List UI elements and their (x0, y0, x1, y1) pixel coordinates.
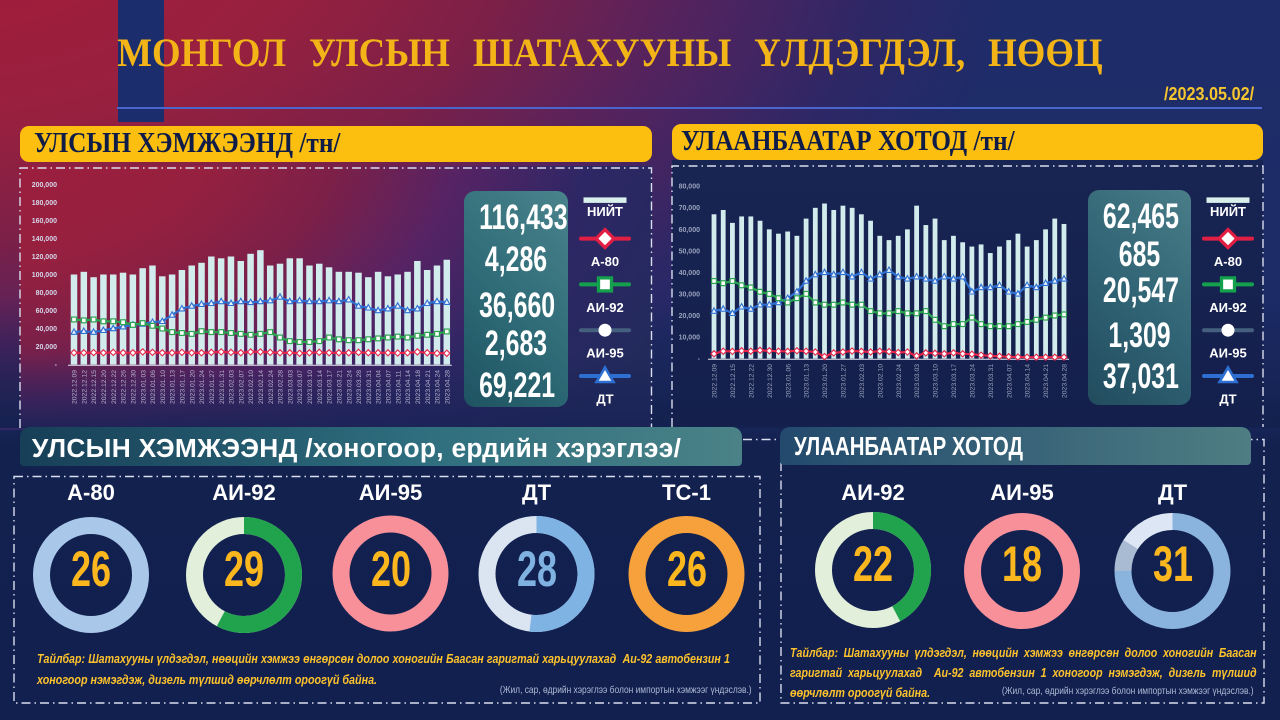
svg-text:2023.03.28: 2023.03.28 (356, 370, 363, 404)
svg-text:2023.02.10: 2023.02.10 (877, 364, 884, 398)
svg-text:2023.03.21: 2023.03.21 (337, 370, 344, 404)
svg-text:2022.12.09: 2022.12.09 (72, 370, 79, 404)
svg-text:2023.04.18: 2023.04.18 (415, 370, 422, 404)
svg-text:2023.01.31: 2023.01.31 (219, 370, 226, 404)
svg-text:ДТ: ДТ (596, 392, 613, 407)
svg-text:2023.01.06: 2023.01.06 (785, 364, 792, 398)
svg-text:2023.02.07: 2023.02.07 (238, 370, 245, 404)
svg-text:100,000: 100,000 (32, 272, 57, 279)
svg-text:50,000: 50,000 (679, 248, 701, 255)
svg-text:80,000: 80,000 (679, 184, 701, 191)
svg-text:2023.04.07: 2023.04.07 (1006, 364, 1013, 398)
svg-text:2023.01.20: 2023.01.20 (189, 370, 196, 404)
svg-text:НИЙТ: НИЙТ (1210, 204, 1246, 219)
svg-text:40,000: 40,000 (36, 326, 58, 333)
svg-text:2023.03.24: 2023.03.24 (970, 364, 977, 398)
svg-text:20,000: 20,000 (679, 313, 701, 320)
svg-text:2022.12.20: 2022.12.20 (101, 370, 108, 404)
svg-text:60,000: 60,000 (679, 227, 701, 234)
svg-text:2023.04.21: 2023.04.21 (425, 370, 432, 404)
svg-text:НИЙТ: НИЙТ (587, 204, 623, 219)
svg-text:80,000: 80,000 (36, 290, 58, 297)
svg-text:2023.02.24: 2023.02.24 (268, 370, 275, 404)
svg-text:60,000: 60,000 (36, 308, 58, 315)
svg-text:2023.02.28: 2023.02.28 (278, 370, 285, 404)
svg-text:2023.04.04: 2023.04.04 (376, 370, 383, 404)
svg-text:180,000: 180,000 (32, 200, 57, 207)
svg-text:2023.02.14: 2023.02.14 (258, 370, 265, 404)
svg-text:2023.04.21: 2023.04.21 (1043, 364, 1050, 398)
svg-text:200,000: 200,000 (32, 182, 57, 189)
svg-text:2023.04.28: 2023.04.28 (1062, 364, 1069, 398)
svg-text:2023.03.10: 2023.03.10 (933, 364, 940, 398)
svg-text:2023.01.27: 2023.01.27 (841, 364, 848, 398)
svg-text:2023.01.17: 2023.01.17 (180, 370, 187, 404)
svg-text:2022.12.26: 2022.12.26 (121, 370, 128, 404)
svg-text:2022.12.30: 2022.12.30 (131, 370, 138, 404)
svg-text:2023.01.13: 2023.01.13 (170, 370, 177, 404)
svg-text:120,000: 120,000 (32, 254, 57, 261)
svg-text:АИ-95: АИ-95 (586, 346, 624, 361)
svg-text:-: - (698, 356, 701, 363)
svg-text:2023.03.17: 2023.03.17 (951, 364, 958, 398)
svg-text:2022.12.15: 2022.12.15 (730, 364, 737, 398)
svg-text:2023.04.14: 2023.04.14 (1025, 364, 1032, 398)
svg-text:А-80: А-80 (1214, 254, 1242, 269)
svg-text:2023.01.06: 2023.01.06 (150, 370, 157, 404)
svg-text:2023.04.11: 2023.04.11 (395, 370, 402, 404)
svg-text:2023.03.24: 2023.03.24 (346, 370, 353, 404)
svg-text:2023.01.20: 2023.01.20 (822, 364, 829, 398)
svg-text:2023.01.10: 2023.01.10 (160, 370, 167, 404)
svg-text:2023.04.24: 2023.04.24 (435, 370, 442, 404)
svg-text:160,000: 160,000 (32, 218, 57, 225)
svg-text:20,000: 20,000 (36, 344, 58, 351)
svg-text:2023.02.10: 2023.02.10 (248, 370, 255, 404)
svg-text:2022.12.15: 2022.12.15 (91, 370, 98, 404)
svg-text:2023.01.24: 2023.01.24 (199, 370, 206, 404)
svg-text:2022.12.22: 2022.12.22 (111, 370, 118, 404)
svg-text:2023.03.31: 2023.03.31 (988, 364, 995, 398)
svg-text:АИ-92: АИ-92 (586, 300, 624, 315)
svg-text:2023.03.31: 2023.03.31 (366, 370, 373, 404)
svg-text:30,000: 30,000 (679, 291, 701, 298)
svg-text:40,000: 40,000 (679, 270, 701, 277)
svg-text:2023.04.14: 2023.04.14 (405, 370, 412, 404)
svg-text:2023.03.17: 2023.03.17 (327, 370, 334, 404)
svg-text:А-80: А-80 (591, 254, 619, 269)
svg-text:2023.01.13: 2023.01.13 (804, 364, 811, 398)
svg-text:АИ-92: АИ-92 (1209, 300, 1247, 315)
svg-text:ДТ: ДТ (1219, 392, 1236, 407)
svg-text:2023.04.07: 2023.04.07 (386, 370, 393, 404)
svg-text:140,000: 140,000 (32, 236, 57, 243)
svg-text:2023.01.03: 2023.01.03 (140, 370, 147, 404)
svg-text:2023.04.28: 2023.04.28 (444, 370, 451, 404)
svg-text:70,000: 70,000 (679, 205, 701, 212)
svg-text:10,000: 10,000 (679, 334, 701, 341)
svg-text:2023.02.03: 2023.02.03 (229, 370, 236, 404)
svg-text:2023.03.14: 2023.03.14 (317, 370, 324, 404)
svg-text:2023.01.27: 2023.01.27 (209, 370, 216, 404)
svg-text:2022.12.30: 2022.12.30 (767, 364, 774, 398)
svg-text:2022.12.12: 2022.12.12 (81, 370, 88, 404)
svg-text:2023.03.03: 2023.03.03 (287, 370, 294, 404)
svg-text:2023.02.24: 2023.02.24 (896, 364, 903, 398)
svg-text:-: - (55, 362, 58, 369)
svg-text:АИ-95: АИ-95 (1209, 346, 1247, 361)
svg-text:2023.03.07: 2023.03.07 (297, 370, 304, 404)
svg-text:2022.12.09: 2022.12.09 (712, 364, 719, 398)
svg-text:2023.03.10: 2023.03.10 (307, 370, 314, 404)
svg-text:2023.02.03: 2023.02.03 (859, 364, 866, 398)
svg-text:2023.03.03: 2023.03.03 (914, 364, 921, 398)
svg-text:2022.12.22: 2022.12.22 (748, 364, 755, 398)
